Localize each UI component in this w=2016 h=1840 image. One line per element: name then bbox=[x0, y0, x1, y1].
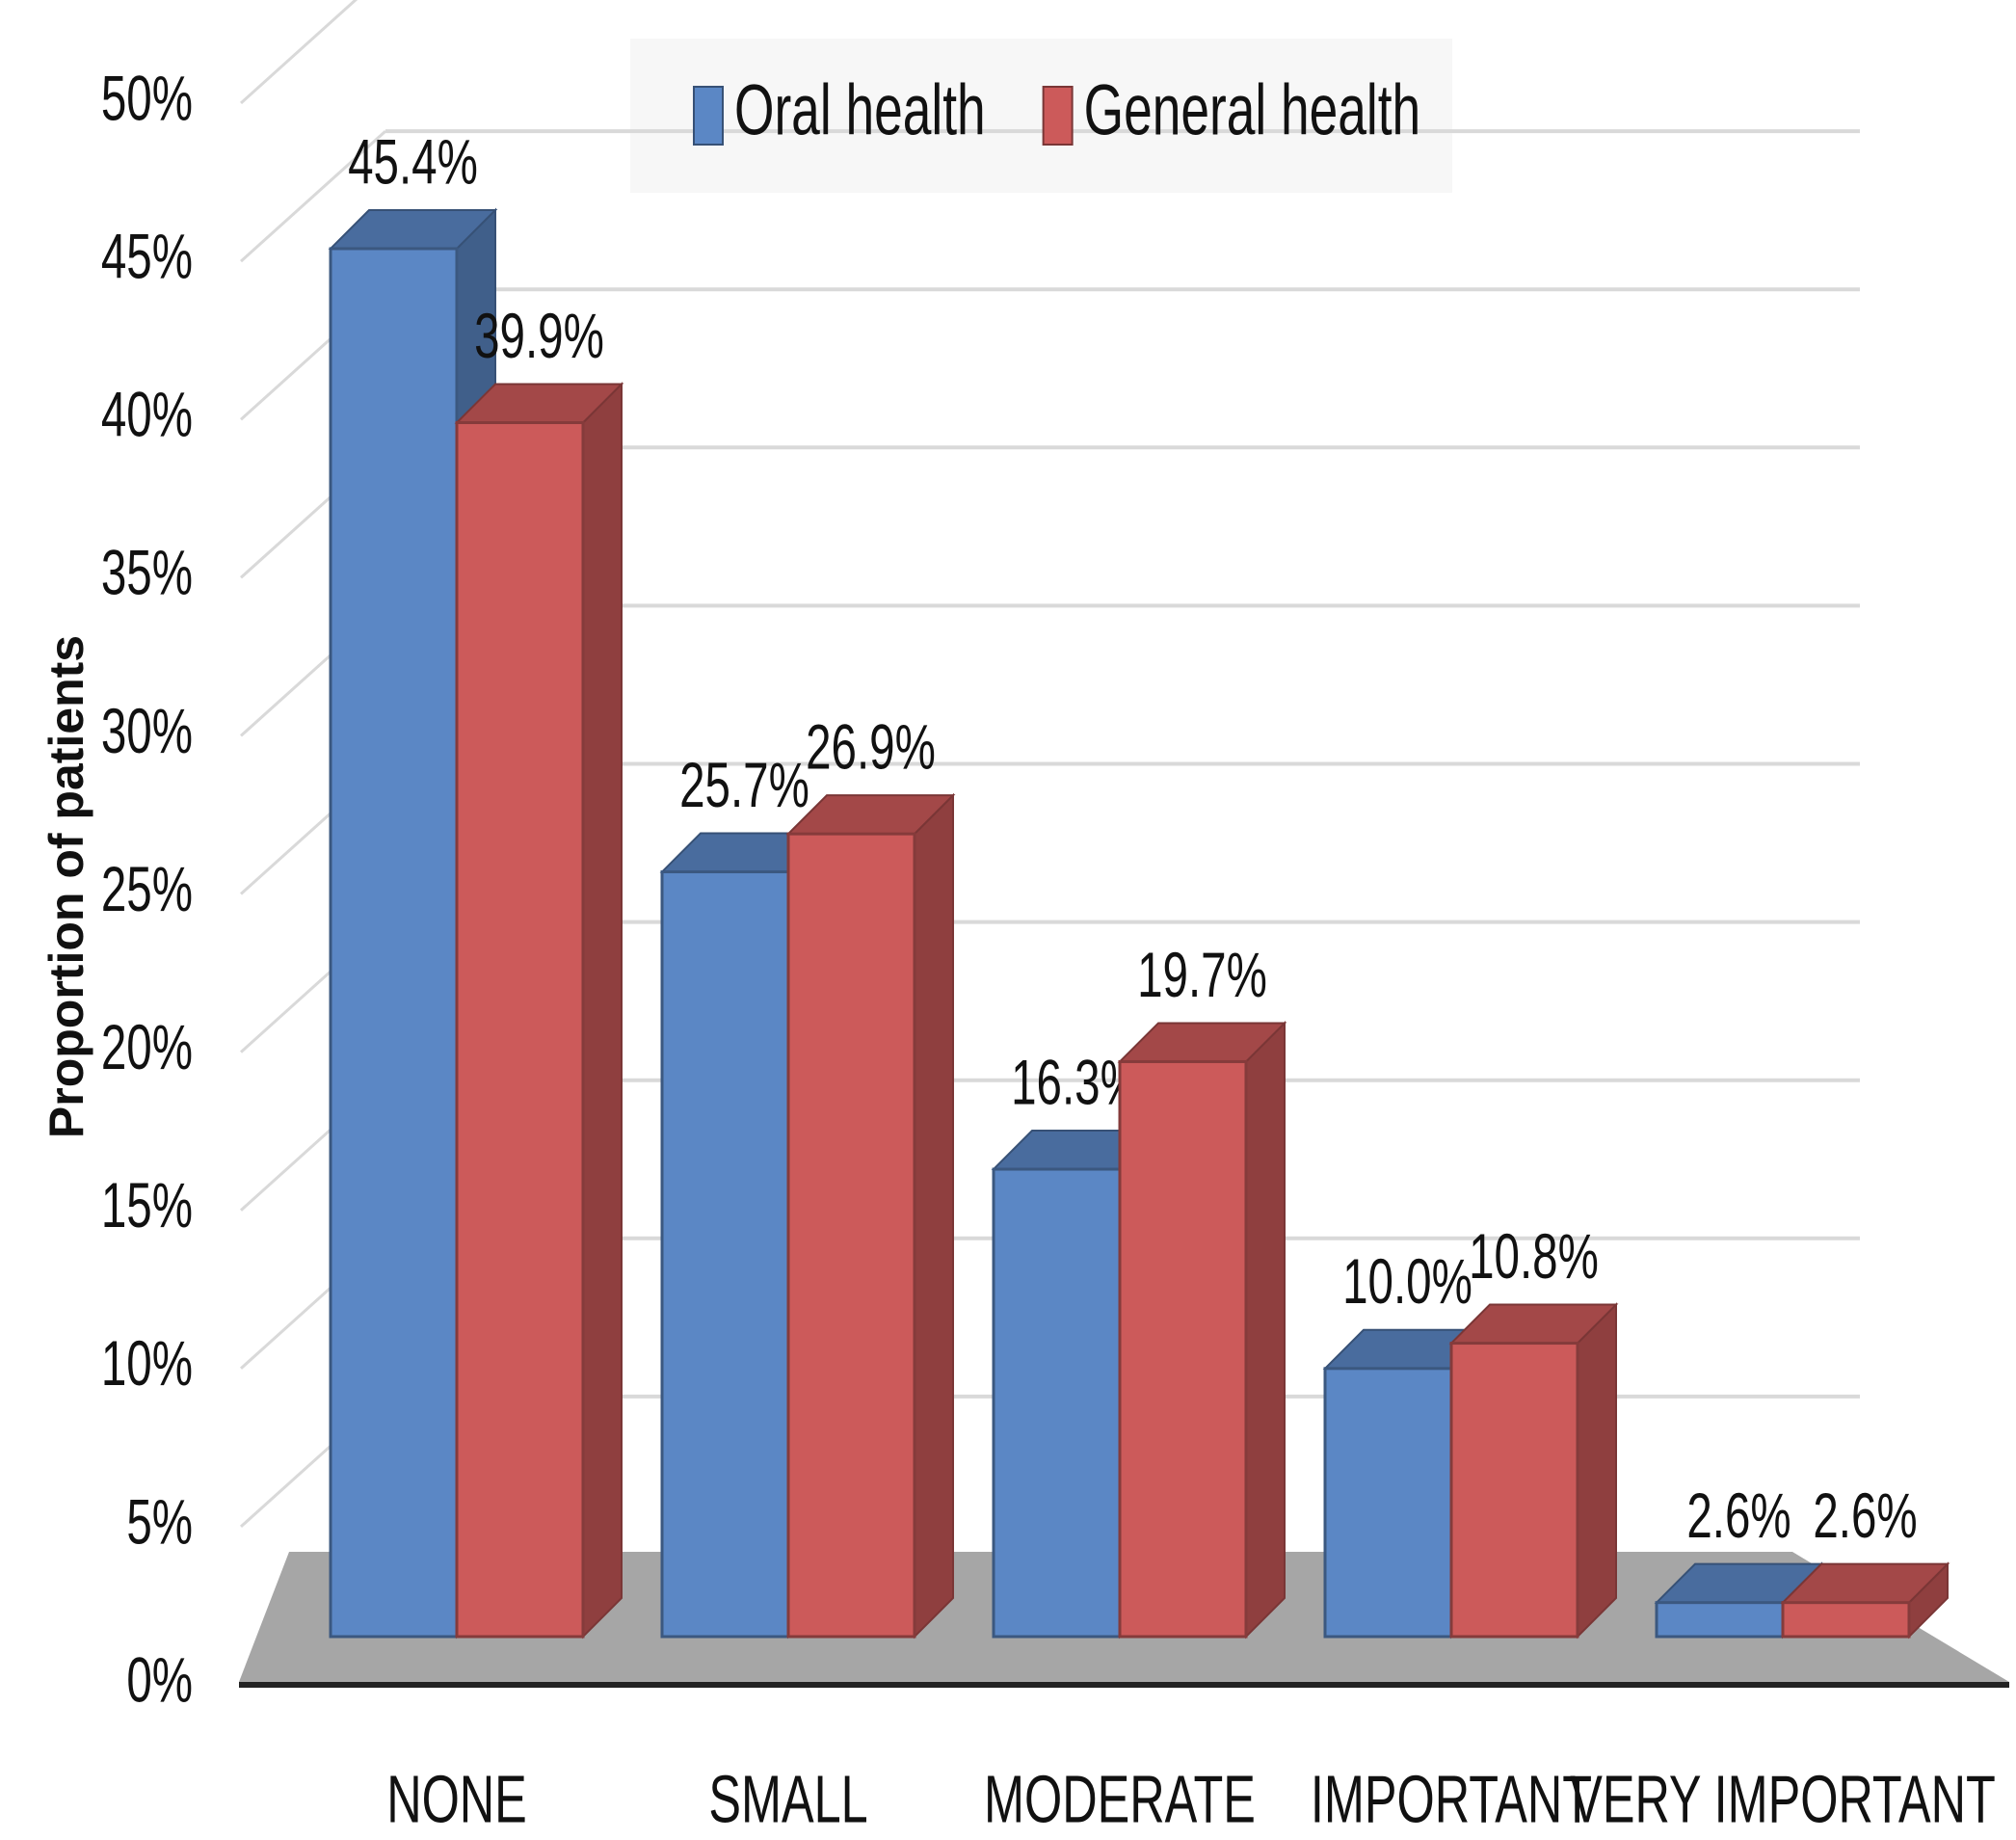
y-tick-label: 45% bbox=[101, 221, 193, 292]
x-tick-label: VERY IMPORTANT bbox=[1570, 1761, 1996, 1836]
y-tick-label: 5% bbox=[126, 1485, 193, 1557]
y-tick-label: 35% bbox=[101, 537, 193, 608]
legend-swatch bbox=[1042, 86, 1074, 146]
y-axis-title: Proportion of patients bbox=[40, 635, 93, 1138]
value-label: 25.7% bbox=[679, 749, 809, 820]
bar-face bbox=[1118, 1059, 1248, 1639]
bar-face bbox=[1323, 1367, 1453, 1639]
bar-face bbox=[1245, 1021, 1286, 1640]
bar-face bbox=[329, 247, 459, 1639]
y-tick-label: 0% bbox=[126, 1643, 193, 1715]
value-label: 10.0% bbox=[1342, 1245, 1472, 1317]
y-tick-label: 10% bbox=[101, 1327, 193, 1399]
value-label: 39.9% bbox=[474, 300, 604, 371]
x-tick-label: IMPORTANT bbox=[1311, 1761, 1592, 1836]
grid-line bbox=[239, 129, 387, 263]
x-tick-label: SMALL bbox=[708, 1761, 867, 1836]
bar-face bbox=[1655, 1601, 1785, 1639]
value-label: 2.6% bbox=[1686, 1480, 1791, 1551]
y-tick-label: 15% bbox=[101, 1169, 193, 1240]
bar-face bbox=[1449, 1342, 1579, 1639]
bar-face bbox=[786, 832, 916, 1639]
value-label: 10.8% bbox=[1469, 1220, 1599, 1292]
bar-face bbox=[914, 792, 954, 1640]
y-tick-label: 20% bbox=[101, 1011, 193, 1082]
y-tick-label: 50% bbox=[101, 62, 193, 133]
legend-box bbox=[630, 39, 1452, 193]
bar bbox=[454, 382, 624, 1640]
bar-face bbox=[992, 1167, 1122, 1639]
legend-label: General health bbox=[1084, 70, 1421, 150]
bar-face bbox=[660, 870, 790, 1639]
grid-line bbox=[239, 0, 358, 105]
bar bbox=[1448, 1302, 1619, 1640]
value-label: 19.7% bbox=[1137, 939, 1267, 1010]
y-tick-label: 25% bbox=[101, 853, 193, 924]
legend-swatch bbox=[693, 86, 724, 146]
bar-face bbox=[1577, 1302, 1617, 1640]
y-tick-label: 40% bbox=[101, 379, 193, 450]
value-label: 26.9% bbox=[806, 711, 936, 783]
value-label: 45.4% bbox=[348, 125, 478, 197]
value-label: 2.6% bbox=[1813, 1480, 1917, 1551]
x-tick-label: NONE bbox=[386, 1761, 527, 1836]
bar-face bbox=[582, 382, 623, 1640]
bar bbox=[785, 792, 956, 1640]
bar-face bbox=[455, 420, 585, 1639]
x-tick-label: MODERATE bbox=[984, 1761, 1256, 1836]
bar bbox=[1117, 1021, 1287, 1640]
legend-label: Oral health bbox=[734, 70, 986, 150]
bar-face bbox=[1781, 1601, 1911, 1639]
bar bbox=[1780, 1561, 1950, 1640]
y-tick-label: 30% bbox=[101, 695, 193, 766]
